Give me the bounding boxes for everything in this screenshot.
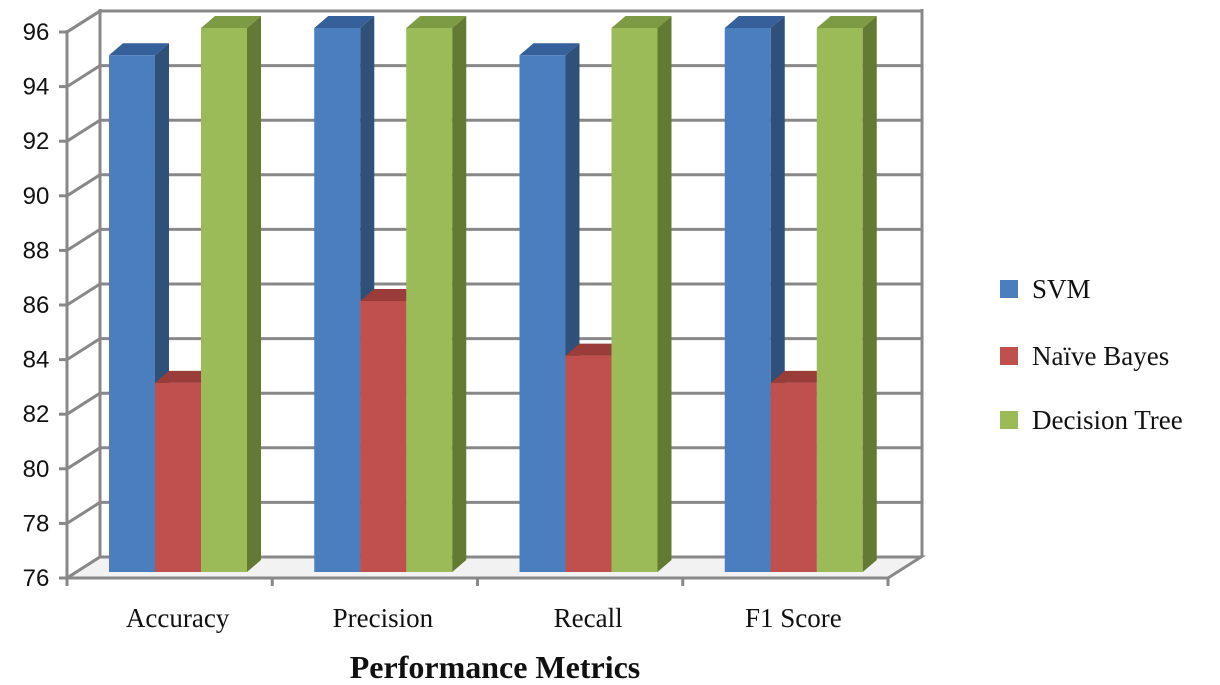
- bar-top: [565, 343, 626, 356]
- bar-front: [314, 28, 361, 572]
- bar-decision-tree-precision: [406, 16, 467, 572]
- x-category-label: F1 Score: [745, 603, 842, 633]
- bar-top: [724, 16, 785, 28]
- bar-front: [816, 28, 863, 572]
- bar-front: [724, 28, 771, 572]
- legend-item: Naïve Bayes: [1000, 341, 1169, 371]
- bar-side: [862, 16, 877, 572]
- legend: SVM Naïve Bayes Decision Tree: [1000, 274, 1183, 435]
- y-tick-label: 90: [23, 183, 50, 210]
- bar-top: [360, 289, 421, 301]
- bar-side: [247, 16, 261, 572]
- x-axis-title: Performance Metrics: [350, 649, 640, 685]
- legend-swatch: [1000, 411, 1018, 429]
- bar-front: [109, 55, 155, 573]
- y-tick-label: 78: [23, 510, 50, 537]
- y-tick-label: 86: [23, 292, 50, 319]
- bar-decision-tree-recall: [611, 16, 672, 572]
- bar-decision-tree-f1-score: [816, 16, 877, 572]
- bar-top: [770, 370, 831, 383]
- x-category-label: Accuracy: [126, 603, 230, 633]
- bar-top: [155, 370, 215, 383]
- bar-top: [201, 16, 261, 28]
- gridline-side: [66, 391, 101, 416]
- bar-top: [109, 43, 169, 56]
- gridline-side: [66, 337, 101, 361]
- bar-front: [406, 28, 453, 572]
- y-tick-label: 76: [23, 565, 50, 592]
- bar-svm-accuracy: [109, 43, 169, 573]
- y-tick-label: 94: [23, 74, 50, 101]
- y-tick-label: 82: [23, 401, 50, 428]
- y-tick-label: 84: [23, 347, 50, 374]
- bar-front: [360, 301, 407, 572]
- legend-label: Naïve Bayes: [1032, 341, 1169, 371]
- bar-top: [519, 43, 580, 56]
- y-tick-label: 96: [23, 19, 50, 46]
- gridline-side: [66, 446, 101, 471]
- legend-label: Decision Tree: [1032, 405, 1183, 435]
- bar-top: [611, 16, 672, 28]
- gridline-side: [66, 282, 101, 307]
- bar-side: [452, 16, 467, 572]
- x-axis-categories: Accuracy Precision Recall F1 Score: [126, 603, 842, 633]
- legend-swatch: [1000, 347, 1018, 365]
- bars: [109, 16, 877, 573]
- bar-front: [770, 382, 817, 572]
- bar-front: [201, 28, 247, 572]
- gridline-side: [66, 501, 101, 525]
- bar-front: [519, 55, 566, 573]
- y-tick-label: 88: [23, 237, 50, 264]
- gridline-side: [66, 64, 101, 88]
- gridline-side: [66, 228, 101, 252]
- bar-top: [406, 16, 467, 28]
- legend-item: Decision Tree: [1000, 405, 1183, 435]
- y-tick-label: 80: [23, 456, 50, 483]
- x-category-label: Recall: [554, 603, 623, 633]
- legend-swatch: [1000, 280, 1018, 298]
- bar-decision-tree-accuracy: [201, 16, 261, 572]
- bar-front: [611, 28, 658, 572]
- bar-side: [657, 16, 672, 572]
- bar-front: [155, 382, 201, 572]
- bar-top: [314, 16, 375, 28]
- bar-front: [565, 355, 612, 572]
- x-category-label: Precision: [333, 603, 434, 633]
- chart-floor: [61, 555, 927, 580]
- bar-top: [816, 16, 877, 28]
- legend-label: SVM: [1032, 274, 1091, 304]
- y-tick-label: 92: [23, 128, 50, 155]
- gridline-side: [66, 9, 101, 34]
- gridline-side: [66, 173, 101, 198]
- legend-item: SVM: [1000, 274, 1091, 304]
- y-axis-ticks: 76 78 80 82 84 86 88 90 92 94 96: [23, 19, 50, 592]
- gridline-side: [66, 118, 101, 143]
